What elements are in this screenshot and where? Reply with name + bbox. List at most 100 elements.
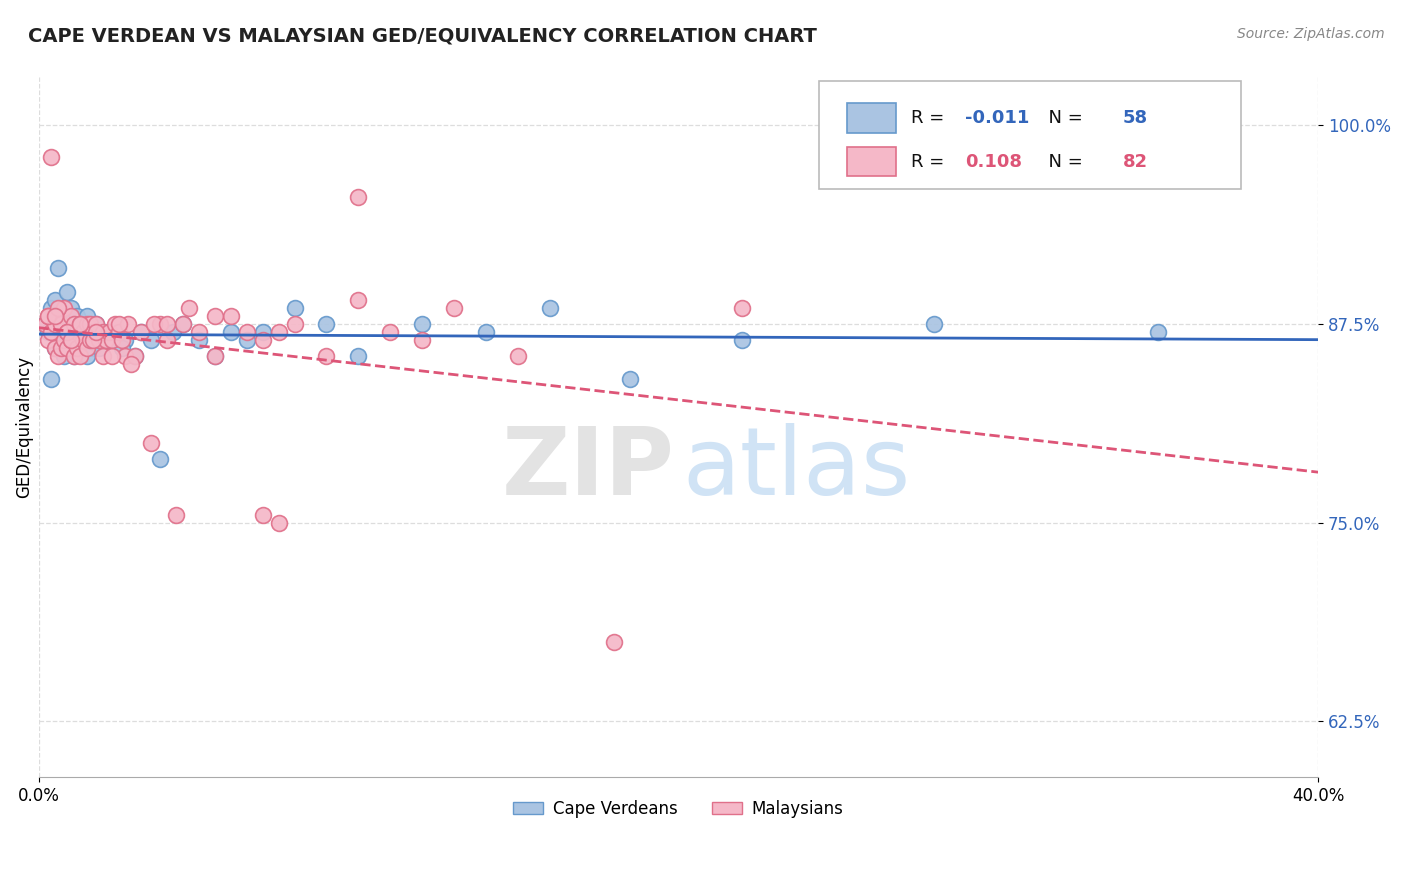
Point — [91, 325, 114, 339]
Point — [56, 333, 79, 347]
Point — [76, 333, 98, 347]
Point — [82, 341, 104, 355]
Point — [46, 309, 69, 323]
Point — [235, 333, 257, 347]
Point — [252, 325, 274, 339]
Point — [46, 349, 69, 363]
Point — [53, 301, 76, 315]
Point — [149, 452, 172, 467]
Point — [731, 333, 754, 347]
Point — [267, 516, 290, 530]
Point — [107, 325, 129, 339]
Point — [72, 325, 94, 339]
Point — [59, 341, 82, 355]
Point — [37, 325, 59, 339]
Point — [315, 349, 337, 363]
Point — [107, 317, 129, 331]
Point — [59, 333, 82, 347]
Point — [101, 349, 124, 363]
Point — [139, 436, 162, 450]
Text: -0.011: -0.011 — [965, 109, 1029, 128]
Point — [104, 317, 127, 331]
Point — [283, 301, 305, 315]
Point — [924, 317, 946, 331]
Point — [91, 325, 114, 339]
Text: N =: N = — [1036, 153, 1088, 170]
Point — [111, 333, 134, 347]
Point — [56, 325, 79, 339]
Point — [41, 301, 63, 315]
Point — [619, 372, 641, 386]
Point — [124, 349, 146, 363]
Point — [443, 301, 465, 315]
Text: 82: 82 — [1122, 153, 1147, 170]
FancyBboxPatch shape — [820, 81, 1241, 189]
Point — [41, 372, 63, 386]
Point — [66, 333, 89, 347]
Point — [56, 285, 79, 299]
Point — [49, 333, 72, 347]
Point — [79, 325, 101, 339]
Text: N =: N = — [1036, 109, 1088, 128]
Point — [37, 309, 59, 323]
Text: R =: R = — [911, 153, 950, 170]
Point — [94, 333, 117, 347]
Point — [62, 317, 84, 331]
Point — [187, 325, 209, 339]
Point — [46, 261, 69, 276]
Point — [66, 309, 89, 323]
Point — [89, 341, 111, 355]
Point — [114, 333, 136, 347]
Point — [142, 317, 165, 331]
Point — [41, 150, 63, 164]
Point — [107, 325, 129, 339]
Point — [84, 317, 107, 331]
Point — [380, 325, 402, 339]
Point — [101, 333, 124, 347]
Point — [252, 333, 274, 347]
Point — [82, 333, 104, 347]
Point — [62, 349, 84, 363]
Point — [89, 333, 111, 347]
Point — [84, 317, 107, 331]
Point — [72, 325, 94, 339]
Point — [204, 349, 226, 363]
Point — [97, 325, 120, 339]
Point — [69, 317, 91, 331]
Point — [731, 301, 754, 315]
Point — [44, 293, 66, 307]
Point — [411, 333, 433, 347]
Point — [162, 325, 184, 339]
Text: 0.108: 0.108 — [965, 153, 1022, 170]
Point — [124, 349, 146, 363]
Y-axis label: GED/Equivalency: GED/Equivalency — [15, 356, 32, 499]
Point — [111, 341, 134, 355]
Point — [69, 317, 91, 331]
Point — [347, 349, 370, 363]
Point — [283, 317, 305, 331]
Point — [172, 317, 194, 331]
Point — [91, 349, 114, 363]
Point — [508, 349, 530, 363]
Point — [117, 317, 139, 331]
Text: atlas: atlas — [682, 423, 911, 515]
Point — [53, 333, 76, 347]
Point — [219, 325, 242, 339]
Point — [44, 309, 66, 323]
Point — [475, 325, 498, 339]
Point — [139, 333, 162, 347]
Point — [1147, 325, 1170, 339]
Text: Source: ZipAtlas.com: Source: ZipAtlas.com — [1237, 27, 1385, 41]
Point — [53, 309, 76, 323]
Point — [172, 317, 194, 331]
Point — [101, 333, 124, 347]
Point — [56, 325, 79, 339]
Text: 58: 58 — [1122, 109, 1147, 128]
Bar — [848, 103, 896, 133]
Point — [204, 349, 226, 363]
Point — [46, 301, 69, 315]
Point — [94, 333, 117, 347]
Point — [603, 634, 626, 648]
Point — [49, 317, 72, 331]
Point — [120, 357, 142, 371]
